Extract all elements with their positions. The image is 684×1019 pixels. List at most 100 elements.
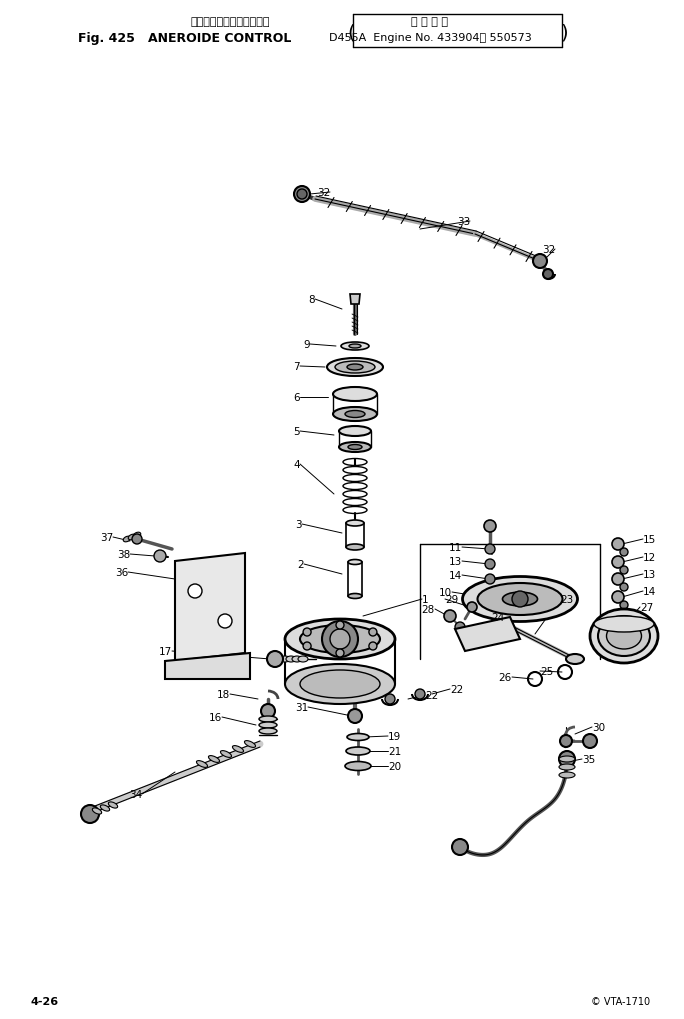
Circle shape xyxy=(620,567,628,575)
Ellipse shape xyxy=(298,656,308,662)
Ellipse shape xyxy=(348,445,362,450)
Polygon shape xyxy=(165,653,250,680)
Ellipse shape xyxy=(333,408,377,422)
Circle shape xyxy=(484,521,496,533)
Ellipse shape xyxy=(339,442,371,452)
Text: (: ( xyxy=(347,23,354,43)
Text: 15: 15 xyxy=(643,535,656,544)
Ellipse shape xyxy=(285,664,395,704)
Ellipse shape xyxy=(347,734,369,741)
Ellipse shape xyxy=(300,626,380,653)
Text: 29: 29 xyxy=(445,594,458,604)
Text: 2: 2 xyxy=(298,559,304,570)
Text: 9: 9 xyxy=(304,339,310,350)
Circle shape xyxy=(485,544,495,554)
Ellipse shape xyxy=(285,620,395,659)
Ellipse shape xyxy=(559,772,575,779)
Text: 36: 36 xyxy=(115,568,128,578)
Circle shape xyxy=(485,559,495,570)
Ellipse shape xyxy=(341,342,369,351)
Text: 37: 37 xyxy=(100,533,113,542)
Circle shape xyxy=(467,602,477,612)
Text: 4-26: 4-26 xyxy=(30,996,58,1006)
Ellipse shape xyxy=(346,544,364,550)
Text: 13: 13 xyxy=(643,570,656,580)
Ellipse shape xyxy=(559,756,575,762)
Ellipse shape xyxy=(339,427,371,436)
Text: 16: 16 xyxy=(209,712,222,722)
Circle shape xyxy=(132,535,142,544)
Ellipse shape xyxy=(333,387,377,401)
Circle shape xyxy=(512,591,528,607)
Ellipse shape xyxy=(477,584,562,615)
Circle shape xyxy=(330,630,350,649)
Ellipse shape xyxy=(259,729,277,735)
Ellipse shape xyxy=(244,741,256,748)
Text: 1: 1 xyxy=(422,594,429,604)
Circle shape xyxy=(81,805,99,823)
Circle shape xyxy=(415,689,425,699)
Text: 通 用 号 機: 通 用 号 機 xyxy=(412,17,449,26)
Text: 24: 24 xyxy=(492,612,505,623)
Ellipse shape xyxy=(462,577,577,622)
Circle shape xyxy=(620,548,628,556)
Ellipse shape xyxy=(348,560,362,565)
Text: 23: 23 xyxy=(560,594,573,604)
Text: 3: 3 xyxy=(295,520,302,530)
Ellipse shape xyxy=(594,616,654,633)
Text: 21: 21 xyxy=(388,746,402,756)
Ellipse shape xyxy=(559,764,575,770)
Circle shape xyxy=(188,585,202,598)
Text: アネロイド　コントロール: アネロイド コントロール xyxy=(190,17,269,26)
Text: 18: 18 xyxy=(217,689,230,699)
Circle shape xyxy=(485,575,495,585)
Circle shape xyxy=(612,591,624,603)
Polygon shape xyxy=(455,618,520,651)
Circle shape xyxy=(369,629,377,637)
Ellipse shape xyxy=(196,761,207,767)
Circle shape xyxy=(303,642,311,650)
Text: 22: 22 xyxy=(425,690,438,700)
Ellipse shape xyxy=(280,656,290,662)
Circle shape xyxy=(322,622,358,657)
Circle shape xyxy=(267,651,283,667)
Circle shape xyxy=(620,601,628,609)
Circle shape xyxy=(154,550,166,562)
Ellipse shape xyxy=(566,654,584,664)
Circle shape xyxy=(612,556,624,569)
Circle shape xyxy=(261,704,275,718)
Circle shape xyxy=(218,614,232,629)
Ellipse shape xyxy=(292,656,302,662)
Text: ): ) xyxy=(560,23,568,43)
Ellipse shape xyxy=(259,722,277,729)
Ellipse shape xyxy=(259,716,277,722)
Text: Fig. 425   ANEROIDE CONTROL: Fig. 425 ANEROIDE CONTROL xyxy=(78,32,291,45)
Text: 13: 13 xyxy=(449,556,462,567)
Text: 25: 25 xyxy=(540,666,553,677)
Text: 17: 17 xyxy=(159,646,172,656)
Ellipse shape xyxy=(233,746,244,753)
Circle shape xyxy=(543,270,553,280)
Ellipse shape xyxy=(345,762,371,770)
Ellipse shape xyxy=(286,656,296,662)
Text: 27: 27 xyxy=(640,602,653,612)
Circle shape xyxy=(452,840,468,855)
Text: 6: 6 xyxy=(293,392,300,403)
Ellipse shape xyxy=(123,537,131,542)
Ellipse shape xyxy=(346,747,370,755)
Text: 26: 26 xyxy=(499,673,512,683)
Text: 8: 8 xyxy=(308,294,315,305)
Text: 31: 31 xyxy=(295,702,308,712)
Ellipse shape xyxy=(345,411,365,418)
Text: 34: 34 xyxy=(129,790,142,799)
Circle shape xyxy=(612,538,624,550)
Ellipse shape xyxy=(327,359,383,377)
Ellipse shape xyxy=(607,624,642,649)
Text: © VTA-1710: © VTA-1710 xyxy=(591,996,650,1006)
Text: 33: 33 xyxy=(457,217,470,227)
Ellipse shape xyxy=(335,362,375,374)
Circle shape xyxy=(560,736,572,747)
Text: 30: 30 xyxy=(592,722,605,733)
Text: 22: 22 xyxy=(450,685,463,694)
Text: 38: 38 xyxy=(117,549,130,559)
